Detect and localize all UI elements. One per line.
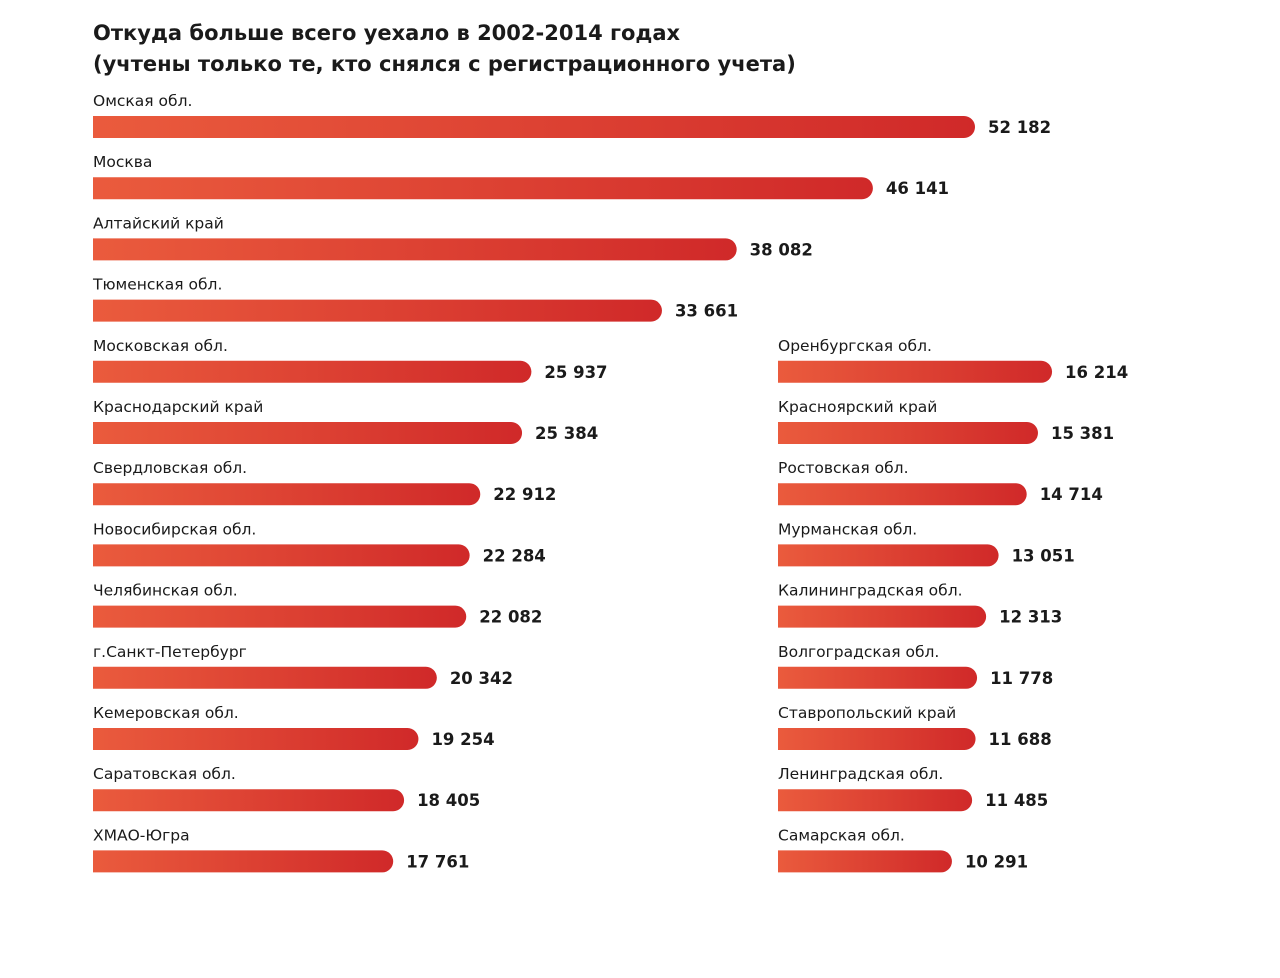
bar: [778, 544, 999, 567]
value-label: 25 937: [544, 363, 607, 382]
value-label: 19 254: [431, 730, 494, 749]
chart-title: Откуда больше всего уехало в 2002-2014 г…: [93, 21, 681, 45]
category-label: ХМАО-Югра: [93, 826, 190, 844]
category-label: Тюменская обл.: [92, 276, 222, 294]
category-label: Мурманская обл.: [778, 520, 917, 538]
category-label: Волгоградская обл.: [778, 643, 939, 661]
category-label: г.Санкт-Петербург: [93, 643, 247, 661]
value-label: 20 342: [450, 669, 513, 688]
bar: [93, 605, 467, 628]
value-label: 52 182: [988, 118, 1051, 137]
bar: [93, 177, 873, 200]
value-label: 22 912: [493, 485, 556, 504]
bar: [93, 728, 419, 751]
value-label: 11 485: [985, 791, 1048, 810]
bar: [93, 422, 523, 444]
bar: [93, 360, 532, 383]
category-label: Калининградская обл.: [778, 582, 963, 600]
bar: [93, 299, 662, 322]
bar: [778, 483, 1027, 506]
category-label: Саратовская обл.: [93, 765, 236, 783]
bar: [778, 850, 952, 873]
category-label: Омская обл.: [93, 92, 192, 110]
category-label: Краснодарский край: [93, 398, 263, 416]
category-label: Ставропольский край: [778, 704, 956, 722]
bar: [778, 789, 973, 812]
category-label: Алтайский край: [93, 214, 224, 232]
category-label: Ленинградская обл.: [778, 765, 943, 783]
value-label: 14 714: [1040, 485, 1103, 504]
bar: [778, 666, 978, 689]
value-label: 22 284: [483, 546, 546, 565]
bar: [93, 238, 737, 261]
category-label: Москва: [93, 153, 152, 171]
bar: [93, 789, 405, 812]
value-label: 13 051: [1012, 546, 1075, 565]
category-label: Кемеровская обл.: [93, 704, 239, 722]
category-label: Новосибирская обл.: [93, 520, 256, 538]
value-label: 38 082: [750, 240, 813, 259]
value-label: 17 761: [406, 852, 469, 871]
chart-subtitle: (учтены только те, кто снялся с регистра…: [93, 52, 796, 76]
bar: [778, 360, 1053, 383]
value-label: 11 688: [989, 730, 1052, 749]
bar: [778, 422, 1038, 444]
value-label: 15 381: [1051, 424, 1114, 443]
value-label: 11 778: [990, 669, 1053, 688]
value-label: 25 384: [535, 424, 598, 443]
bar: [93, 544, 470, 567]
value-label: 33 661: [675, 302, 738, 321]
category-label: Оренбургская обл.: [778, 337, 932, 355]
category-label: Красноярский край: [778, 398, 937, 416]
value-label: 18 405: [417, 791, 480, 810]
category-label: Свердловская обл.: [93, 459, 247, 477]
category-label: Ростовская обл.: [778, 459, 909, 477]
value-label: 10 291: [965, 852, 1028, 871]
bar: [93, 850, 394, 873]
category-label: Самарская обл.: [778, 826, 905, 844]
bar: [778, 605, 987, 628]
value-label: 22 082: [479, 608, 542, 627]
value-label: 46 141: [886, 179, 949, 198]
value-label: 12 313: [999, 608, 1062, 627]
bar: [93, 483, 481, 506]
bar: [93, 116, 975, 138]
bar: [93, 666, 437, 689]
bar: [778, 728, 976, 751]
category-label: Московская обл.: [93, 337, 228, 355]
category-label: Челябинская обл.: [93, 582, 238, 600]
value-label: 16 214: [1065, 363, 1128, 382]
